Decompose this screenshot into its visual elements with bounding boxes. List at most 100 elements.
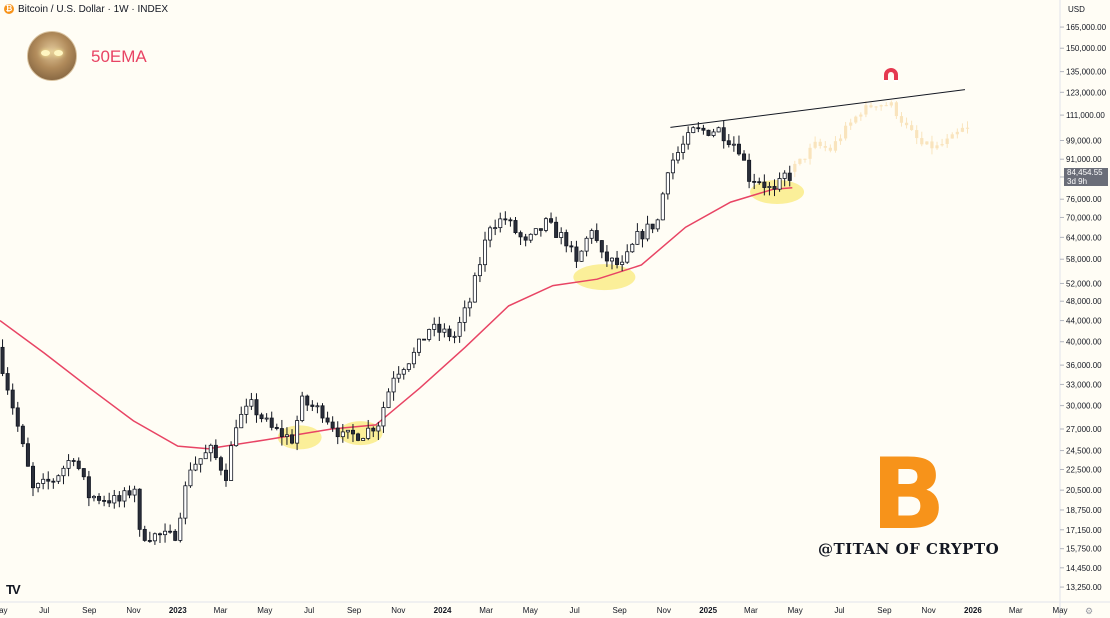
projection-candle xyxy=(823,141,827,152)
candle-body xyxy=(157,533,162,536)
candle xyxy=(599,240,604,259)
candle xyxy=(300,391,305,423)
candle-body xyxy=(498,218,503,229)
candle xyxy=(279,419,284,446)
candle xyxy=(467,297,472,317)
candle xyxy=(665,171,670,200)
y-tick-label: 13,250.00 xyxy=(1066,583,1102,592)
settings-gear-icon[interactable]: ⚙ xyxy=(1085,606,1094,616)
time-axis[interactable]: May Jul Sep Nov 2023 Mar May Jul Sep Nov 2024 Mar Ma… xyxy=(0,606,1068,615)
candle xyxy=(742,150,747,161)
x-tick-label: 2023 xyxy=(169,606,187,615)
y-tick-label: 30,000.00 xyxy=(1066,402,1102,411)
candle xyxy=(71,458,76,467)
candle xyxy=(76,457,81,471)
candle-body xyxy=(493,227,498,230)
resistance-trendline xyxy=(670,89,966,128)
candle xyxy=(538,228,543,237)
candle xyxy=(239,406,244,429)
candle-body xyxy=(696,127,701,130)
candle-body xyxy=(676,152,681,161)
projection-candle xyxy=(849,118,853,130)
candle xyxy=(142,525,147,542)
candle xyxy=(269,411,274,431)
projection-candle xyxy=(793,160,797,178)
y-tick-label: 14,450.00 xyxy=(1066,564,1102,573)
candle xyxy=(335,421,340,445)
candle-body xyxy=(569,245,574,248)
candle xyxy=(188,462,193,488)
candle xyxy=(340,423,345,443)
x-tick-label: Jul xyxy=(304,606,314,615)
candle xyxy=(640,229,645,248)
candle-body xyxy=(229,445,234,481)
x-tick-label: Nov xyxy=(657,606,671,615)
projection-body xyxy=(940,143,944,146)
candle-body xyxy=(0,346,5,374)
candle xyxy=(630,242,635,253)
candle-body xyxy=(772,186,777,190)
projection-candle xyxy=(930,135,934,155)
y-tick-label: 20,500.00 xyxy=(1066,486,1102,495)
x-tick-label: Mar xyxy=(214,606,228,615)
candle-body xyxy=(137,488,142,530)
candle-body xyxy=(10,389,15,409)
candle xyxy=(554,216,559,238)
avatar xyxy=(27,31,77,81)
candle xyxy=(457,316,462,343)
candle-body xyxy=(168,530,173,533)
candle-body xyxy=(188,469,193,487)
candle-body xyxy=(295,420,300,444)
candle xyxy=(396,366,401,383)
candle xyxy=(777,172,782,192)
candle-body xyxy=(721,127,726,142)
candle xyxy=(416,338,421,357)
y-tick-label: 22,500.00 xyxy=(1066,465,1102,474)
candle xyxy=(762,174,767,196)
candle xyxy=(569,241,574,253)
candle xyxy=(503,211,508,225)
candle-body xyxy=(132,488,137,496)
y-tick-label: 135,000.00 xyxy=(1066,68,1107,77)
candle-body xyxy=(274,426,279,429)
candle-body xyxy=(391,377,396,393)
candle-body xyxy=(122,490,127,502)
symbol-header: ₿ Bitcoin / U.S. Dollar · 1W · INDEX xyxy=(4,2,168,16)
projection-body xyxy=(844,125,848,139)
candle xyxy=(543,217,548,233)
candle-body xyxy=(660,193,665,221)
candle xyxy=(477,256,482,283)
candle xyxy=(767,182,772,196)
projection-candle xyxy=(854,115,858,124)
candle xyxy=(533,228,538,236)
candle xyxy=(234,419,239,447)
candle-body xyxy=(386,391,391,408)
projection-body xyxy=(798,158,802,164)
currency-label[interactable]: USD xyxy=(1068,5,1085,14)
projection-body xyxy=(833,141,838,151)
candle xyxy=(25,437,30,467)
tradingview-logo-icon[interactable]: TV xyxy=(6,582,21,597)
projection-body xyxy=(945,138,949,144)
projection-candle xyxy=(864,100,868,118)
candle-body xyxy=(462,307,467,323)
projection-candle xyxy=(894,100,898,120)
candle xyxy=(249,392,254,410)
candle xyxy=(168,524,173,534)
candle-body xyxy=(599,240,604,253)
candle xyxy=(376,421,381,441)
candle xyxy=(229,441,234,481)
candle xyxy=(31,462,36,497)
candle xyxy=(706,129,711,137)
candle xyxy=(218,455,223,476)
candle-body xyxy=(609,257,614,262)
price-axis[interactable]: 165,000.00 150,000.00 135,000.00 123,000.00… xyxy=(1059,0,1107,618)
ema50-line xyxy=(0,187,793,450)
y-tick-label: 76,000.00 xyxy=(1066,195,1102,204)
x-tick-label: May xyxy=(257,606,272,615)
candle xyxy=(411,347,416,369)
candle xyxy=(381,401,386,433)
candle xyxy=(401,367,406,380)
candle xyxy=(772,179,777,197)
